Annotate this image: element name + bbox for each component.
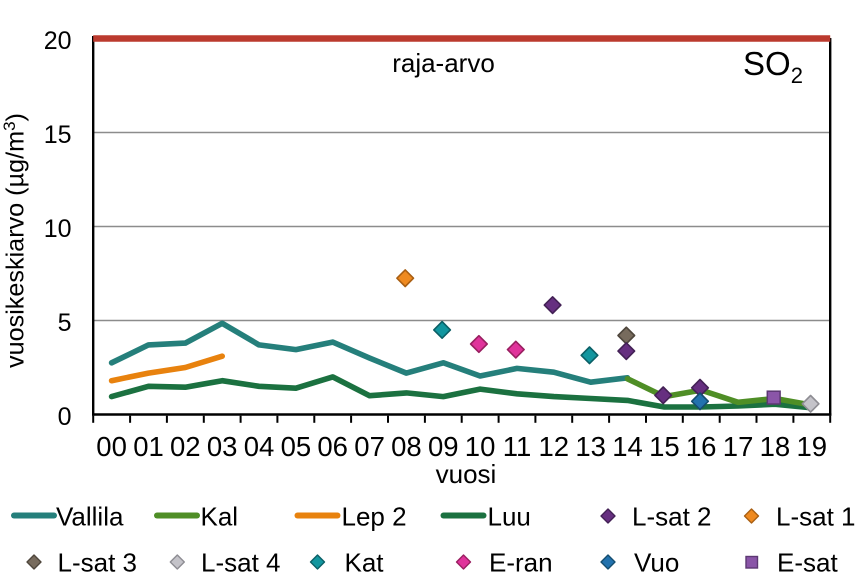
svg-text:0: 0 bbox=[58, 403, 72, 431]
svg-text:Lep 2: Lep 2 bbox=[342, 502, 407, 532]
svg-text:11: 11 bbox=[503, 431, 532, 462]
svg-text:05: 05 bbox=[281, 431, 312, 462]
svg-text:5: 5 bbox=[58, 309, 72, 337]
svg-text:12: 12 bbox=[539, 431, 570, 462]
svg-text:14: 14 bbox=[612, 431, 643, 462]
svg-text:E-sat: E-sat bbox=[777, 548, 838, 578]
svg-text:vuosi: vuosi bbox=[436, 459, 497, 489]
svg-text:18: 18 bbox=[760, 431, 791, 462]
svg-text:Kal: Kal bbox=[201, 502, 239, 532]
svg-text:Luu: Luu bbox=[488, 502, 531, 532]
svg-text:L-sat 2: L-sat 2 bbox=[632, 502, 712, 532]
svg-text:Vallila: Vallila bbox=[56, 502, 124, 532]
svg-text:Vuo: Vuo bbox=[634, 548, 679, 578]
svg-text:10: 10 bbox=[465, 431, 496, 462]
svg-text:00: 00 bbox=[96, 431, 127, 462]
svg-text:07: 07 bbox=[354, 431, 385, 462]
svg-text:17: 17 bbox=[723, 431, 754, 462]
svg-text:04: 04 bbox=[244, 431, 275, 462]
svg-text:L-sat 3: L-sat 3 bbox=[58, 548, 138, 578]
svg-text:15: 15 bbox=[649, 431, 680, 462]
svg-text:06: 06 bbox=[317, 431, 348, 462]
svg-text:10: 10 bbox=[44, 215, 72, 243]
svg-text:Kat: Kat bbox=[345, 548, 385, 578]
svg-text:16: 16 bbox=[686, 431, 717, 462]
svg-text:08: 08 bbox=[391, 431, 422, 462]
svg-text:03: 03 bbox=[207, 431, 238, 462]
svg-text:L-sat 4: L-sat 4 bbox=[201, 548, 281, 578]
svg-text:02: 02 bbox=[170, 431, 201, 462]
svg-text:vuosikeskiarvo (µg/m3): vuosikeskiarvo (µg/m3) bbox=[0, 113, 30, 368]
svg-text:09: 09 bbox=[428, 431, 459, 462]
svg-text:L-sat 1: L-sat 1 bbox=[776, 502, 856, 532]
svg-text:E-ran: E-ran bbox=[489, 548, 553, 578]
svg-text:19: 19 bbox=[797, 431, 828, 462]
svg-text:13: 13 bbox=[575, 431, 606, 462]
svg-text:raja-arvo: raja-arvo bbox=[392, 48, 495, 78]
svg-text:01: 01 bbox=[133, 431, 164, 462]
svg-text:15: 15 bbox=[44, 121, 72, 149]
svg-text:20: 20 bbox=[44, 27, 72, 55]
